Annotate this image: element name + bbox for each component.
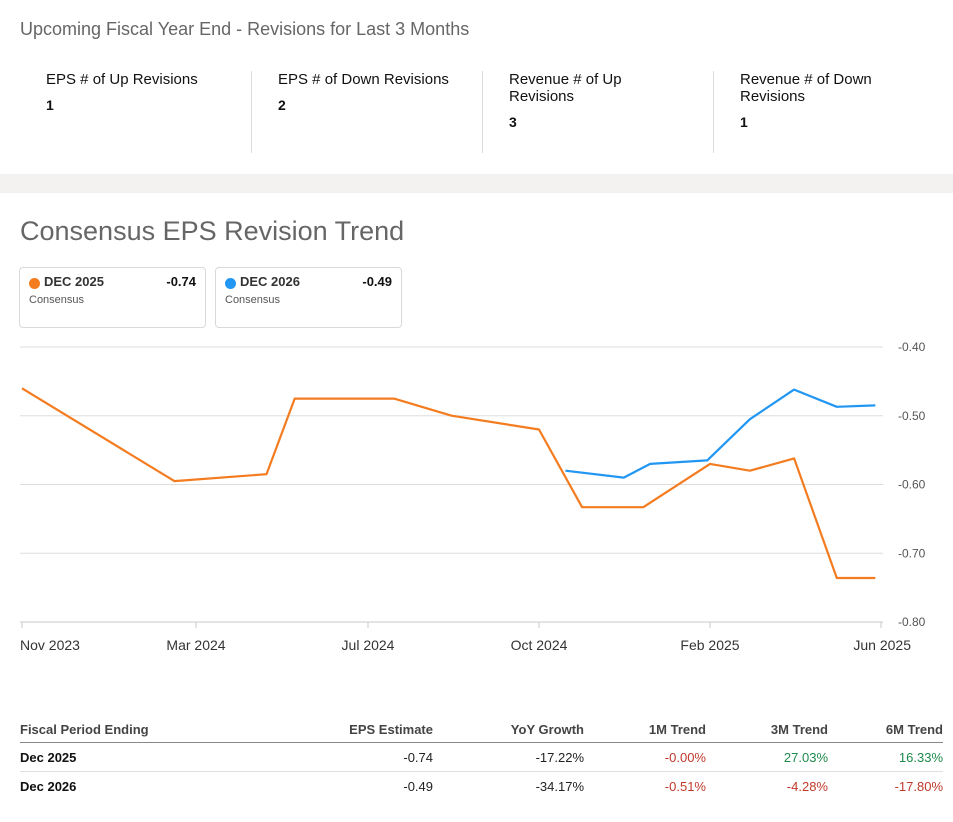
- y-tick-label: -0.80: [898, 615, 926, 629]
- cell-eps-estimate: -0.49: [403, 779, 433, 794]
- legend-sub: Consensus: [29, 294, 85, 306]
- series-line-dec-2026: [565, 388, 876, 479]
- cell-period: Dec 2026: [20, 779, 77, 794]
- header-fiscal-period: Fiscal Period Ending: [20, 721, 149, 737]
- x-tick-label: Oct 2024: [511, 637, 568, 653]
- y-tick-label: -0.70: [898, 546, 926, 560]
- stat-revenue-down: Revenue # of Down Revisions 1: [713, 71, 944, 153]
- revisions-title: Upcoming Fiscal Year End - Revisions for…: [20, 19, 470, 39]
- stat-value: 2: [278, 97, 286, 113]
- header-1m-trend: 1M Trend: [648, 721, 706, 737]
- table-header-row: Fiscal Period Ending EPS Estimate YoY Gr…: [20, 716, 943, 743]
- stat-revenue-up: Revenue # of Up Revisions 3: [482, 71, 713, 153]
- legend-card-dec-2025[interactable]: DEC 2025 -0.74 Consensus: [19, 267, 206, 328]
- revision-stats: EPS # of Up Revisions 1 EPS # of Down Re…: [20, 71, 945, 153]
- x-tick-label: Jul 2024: [342, 637, 395, 653]
- header-eps-estimate: EPS Estimate: [349, 721, 433, 737]
- legend-card-dec-2026[interactable]: DEC 2026 -0.49 Consensus: [215, 267, 402, 328]
- stat-eps-up: EPS # of Up Revisions 1: [20, 71, 251, 153]
- series-line-dec-2025: [21, 387, 876, 580]
- header-3m-trend: 3M Trend: [770, 721, 828, 737]
- stat-value: 3: [509, 114, 517, 130]
- stat-value: 1: [740, 114, 748, 130]
- stat-value: 1: [46, 97, 54, 113]
- legend-value: -0.49: [362, 274, 392, 289]
- stat-eps-down: EPS # of Down Revisions 2: [251, 71, 482, 153]
- y-tick-label: -0.60: [898, 478, 926, 492]
- x-tick-label: Mar 2024: [166, 637, 225, 653]
- cell-yoy-growth: -17.22%: [535, 749, 584, 765]
- cell-eps-estimate: -0.74: [403, 749, 433, 765]
- cell-1m-trend: -0.51%: [664, 779, 706, 794]
- x-tick-label: Jun 2025: [853, 637, 911, 653]
- eps-estimates-table: Fiscal Period Ending EPS Estimate YoY Gr…: [20, 716, 943, 801]
- legend-sub: Consensus: [225, 294, 281, 306]
- x-tick-label: Nov 2023: [20, 637, 80, 653]
- table-row: Dec 2026 -0.49 -34.17% -0.51% -4.28% -17…: [20, 772, 943, 801]
- stat-label: Revenue # of Down Revisions: [740, 71, 872, 105]
- stat-label: Revenue # of Up Revisions: [509, 71, 622, 105]
- legend-name: DEC 2026: [240, 274, 300, 289]
- cell-6m-trend: -17.80%: [894, 779, 943, 794]
- table-row: Dec 2025 -0.74 -17.22% -0.00% 27.03% 16.…: [20, 743, 943, 772]
- cell-1m-trend: -0.00%: [664, 749, 706, 765]
- legend-value: -0.74: [166, 274, 196, 289]
- legend-dot-icon: [29, 278, 40, 289]
- x-tick-label: Feb 2025: [680, 637, 739, 653]
- y-tick-label: -0.50: [898, 409, 926, 423]
- legend-name: DEC 2025: [44, 274, 104, 289]
- y-tick-label: -0.40: [898, 340, 926, 354]
- cell-period: Dec 2025: [20, 749, 77, 765]
- stat-label: EPS # of Up Revisions: [46, 71, 198, 88]
- stat-label: EPS # of Down Revisions: [278, 71, 449, 88]
- cell-yoy-growth: -34.17%: [535, 779, 584, 794]
- legend-dot-icon: [225, 278, 236, 289]
- cell-6m-trend: 16.33%: [898, 749, 943, 765]
- eps-revision-chart[interactable]: -0.40 -0.50 -0.60 -0.70 -0.80 Nov 2023 Mar 202…: [0, 335, 953, 665]
- cell-3m-trend: 27.03%: [783, 749, 828, 765]
- section-divider: [0, 174, 953, 193]
- header-yoy-growth: YoY Growth: [510, 721, 584, 737]
- header-6m-trend: 6M Trend: [885, 721, 943, 737]
- cell-3m-trend: -4.28%: [786, 779, 828, 794]
- chart-title: Consensus EPS Revision Trend: [20, 216, 405, 246]
